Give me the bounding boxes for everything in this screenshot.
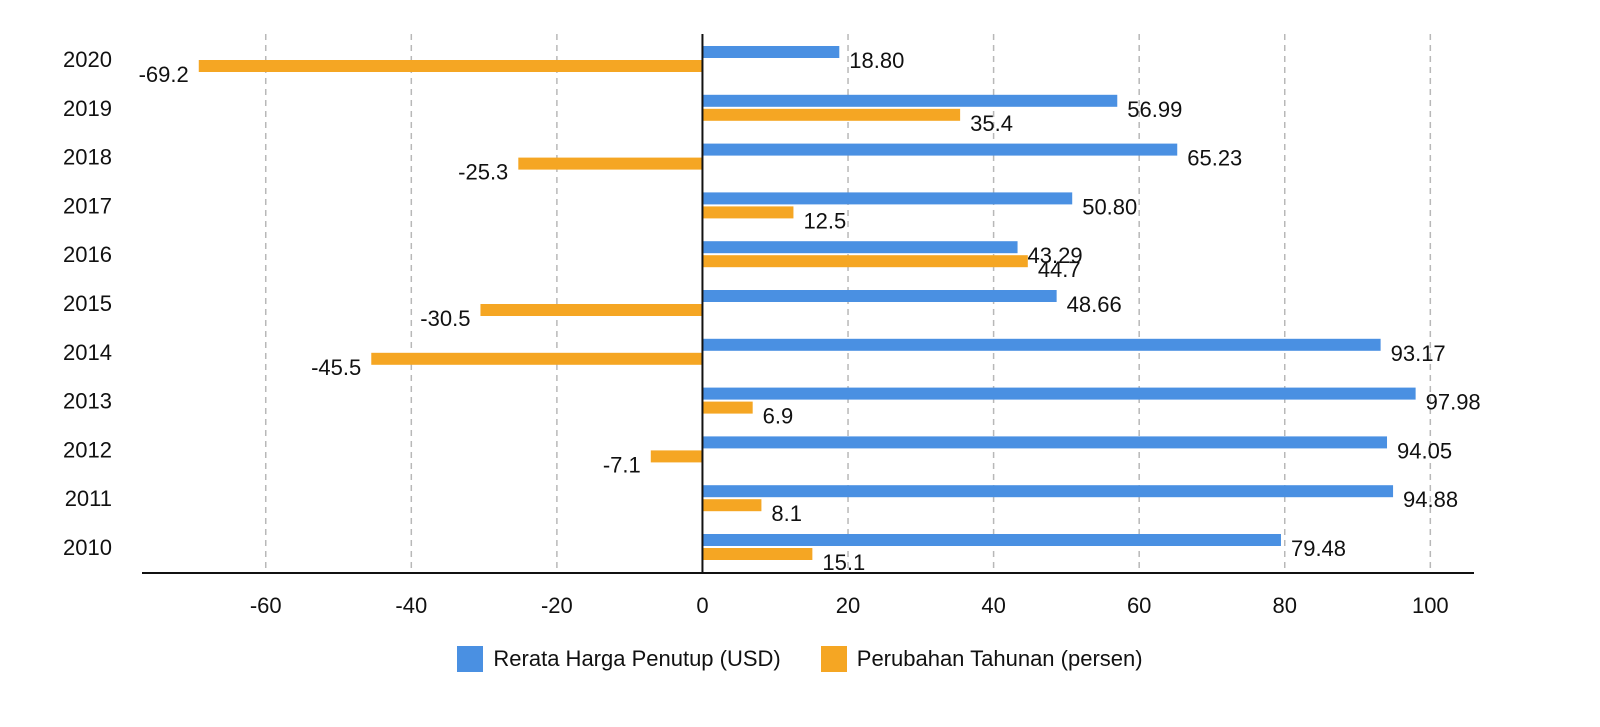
legend-item-closing-price[interactable]: Rerata Harga Penutup (USD) [457,646,781,672]
data-label-annual-change-2010: 15.1 [822,550,865,575]
bar-closing-price-2015 [702,290,1057,302]
data-label-annual-change-2015: -30.5 [420,306,470,331]
y-tick-label-2020: 2020 [63,47,112,72]
x-tick-label-100: 100 [1412,593,1449,618]
data-label-annual-change-2017: 12.5 [803,208,846,233]
legend-swatch-closing-price [457,646,484,672]
bar-closing-price-2018 [702,143,1178,156]
data-label-closing-price-2010: 79.48 [1291,536,1346,561]
bars [198,46,1416,560]
bar-closing-price-2011 [702,485,1394,498]
bar-annual-change-2016 [702,255,1028,268]
data-label-annual-change-2018: -25.3 [458,160,508,185]
x-tick-label--60: -60 [250,593,282,618]
x-tick-label-60: 60 [1127,593,1151,618]
data-label-closing-price-2020: 18.80 [849,48,904,73]
data-label-closing-price-2014: 93.17 [1391,341,1446,366]
data-label-annual-change-2020: -69.2 [139,62,189,87]
data-label-closing-price-2017: 50.80 [1082,194,1137,219]
bar-annual-change-2019 [702,108,961,121]
data-label-closing-price-2011: 94.88 [1403,487,1458,512]
bar-annual-change-2011 [702,499,762,512]
data-label-closing-price-2012: 94.05 [1397,438,1452,463]
labels: -60 -40 -20 0 20 40 60 80 100 2020 18.80 -69.2 2019 5… [63,47,1481,618]
bar-closing-price-2016 [702,241,1018,254]
data-label-annual-change-2012: -7.1 [603,452,641,477]
x-tick-label-0: 0 [696,593,708,618]
x-tick-label--20: -20 [541,593,573,618]
y-tick-label-2012: 2012 [63,437,112,462]
data-label-closing-price-2018: 65.23 [1187,146,1242,171]
y-tick-label-2014: 2014 [63,340,112,365]
legend-label-annual-change: Perubahan Tahunan (persen) [856,646,1143,671]
x-tick-label-20: 20 [836,593,860,618]
bar-annual-change-2010 [702,548,813,560]
bar-closing-price-2014 [702,338,1381,351]
bar-closing-price-2020 [702,46,840,58]
grid-lines [264,34,1432,573]
bar-closing-price-2012 [702,436,1388,449]
bar-annual-change-2014 [371,352,703,365]
bar-closing-price-2019 [702,94,1118,107]
data-label-closing-price-2019: 56.99 [1127,97,1182,122]
legend-label-closing-price: Rerata Harga Penutup (USD) [493,646,781,671]
bar-closing-price-2010 [702,534,1281,546]
x-tick-label-80: 80 [1273,593,1297,618]
bar-closing-price-2017 [702,192,1073,205]
axes [142,34,1474,574]
data-label-annual-change-2013: 6.9 [763,404,794,429]
data-label-annual-change-2011: 8.1 [771,501,802,526]
bar-closing-price-2013 [702,387,1416,400]
y-tick-label-2018: 2018 [63,145,112,170]
data-label-annual-change-2019: 35.4 [970,111,1013,136]
y-tick-label-2013: 2013 [63,389,112,414]
data-label-annual-change-2016: 44.7 [1038,257,1081,282]
bar-annual-change-2015 [480,304,703,316]
data-label-closing-price-2016: 43.29 [1028,243,1083,268]
bar-chart: -60 -40 -20 0 20 40 60 80 100 2020 18.80 -69.2 2019 5… [63,34,1481,618]
x-tick-label-40: 40 [981,593,1005,618]
y-tick-label-2010: 2010 [63,535,112,560]
data-label-closing-price-2015: 48.66 [1067,292,1122,317]
y-tick-label-2016: 2016 [63,242,112,267]
y-tick-label-2011: 2011 [65,486,112,511]
bar-annual-change-2012 [650,450,703,463]
y-tick-label-2019: 2019 [63,96,112,121]
data-label-annual-change-2014: -45.5 [311,355,361,380]
bar-annual-change-2018 [518,157,703,170]
legend-swatch-annual-change [820,646,847,672]
bar-annual-change-2017 [702,206,794,219]
data-label-closing-price-2013: 97.98 [1426,390,1481,415]
legend-item-annual-change[interactable]: Perubahan Tahunan (persen) [820,646,1143,672]
y-tick-label-2015: 2015 [63,291,112,316]
legend: Rerata Harga Penutup (USD) Perubahan Tah… [0,646,1600,672]
bar-annual-change-2013 [702,401,753,414]
y-tick-label-2017: 2017 [63,193,112,218]
x-tick-label--40: -40 [395,593,427,618]
bar-annual-change-2020 [198,60,703,72]
